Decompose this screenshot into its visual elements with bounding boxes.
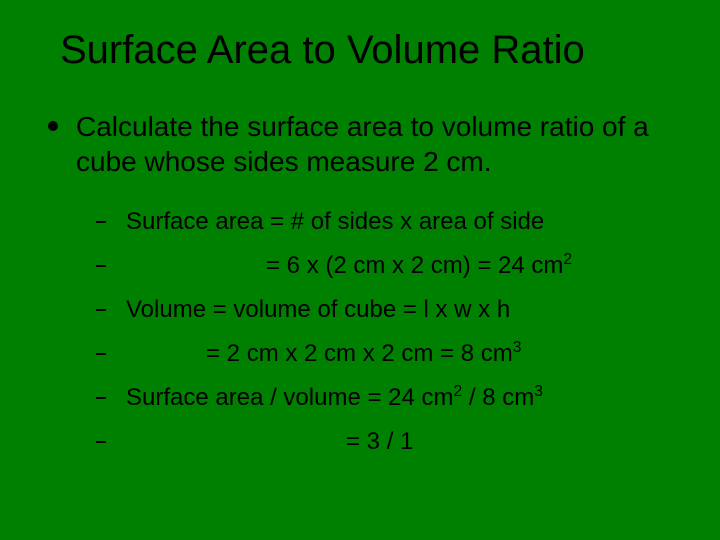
level2-text: Volume = volume of cube = l x w x h [126, 295, 510, 325]
dash-bullet-icon [96, 353, 106, 355]
bullet-level2: Surface area / volume = 24 cm2 / 8 cm3 [96, 383, 680, 413]
dash-bullet-icon [96, 441, 106, 443]
level2-text: Surface area = # of sides x area of side [126, 207, 544, 237]
level2-text: Surface area / volume = 24 cm2 / 8 cm3 [126, 383, 543, 413]
level2-text: = 3 / 1 [126, 427, 413, 457]
bullet-level2: Volume = volume of cube = l x w x h [96, 295, 680, 325]
dash-bullet-icon [96, 397, 106, 399]
bullet-level2: Surface area = # of sides x area of side [96, 207, 680, 237]
dash-bullet-icon [96, 265, 106, 267]
disc-bullet-icon [48, 121, 58, 131]
dash-bullet-icon [96, 309, 106, 311]
bullet-level2: = 3 / 1 [96, 427, 680, 457]
bullet-level2: = 6 x (2 cm x 2 cm) = 24 cm2 [96, 251, 680, 281]
level2-text: = 6 x (2 cm x 2 cm) = 24 cm2 [126, 251, 572, 281]
slide-title: Surface Area to Volume Ratio [60, 28, 680, 73]
slide: Surface Area to Volume Ratio Calculate t… [0, 0, 720, 540]
dash-bullet-icon [96, 221, 106, 223]
bullet-level2: = 2 cm x 2 cm x 2 cm = 8 cm3 [96, 339, 680, 369]
level2-text: = 2 cm x 2 cm x 2 cm = 8 cm3 [126, 339, 521, 369]
level1-text: Calculate the surface area to volume rat… [76, 109, 680, 179]
bullet-level1: Calculate the surface area to volume rat… [48, 109, 680, 179]
